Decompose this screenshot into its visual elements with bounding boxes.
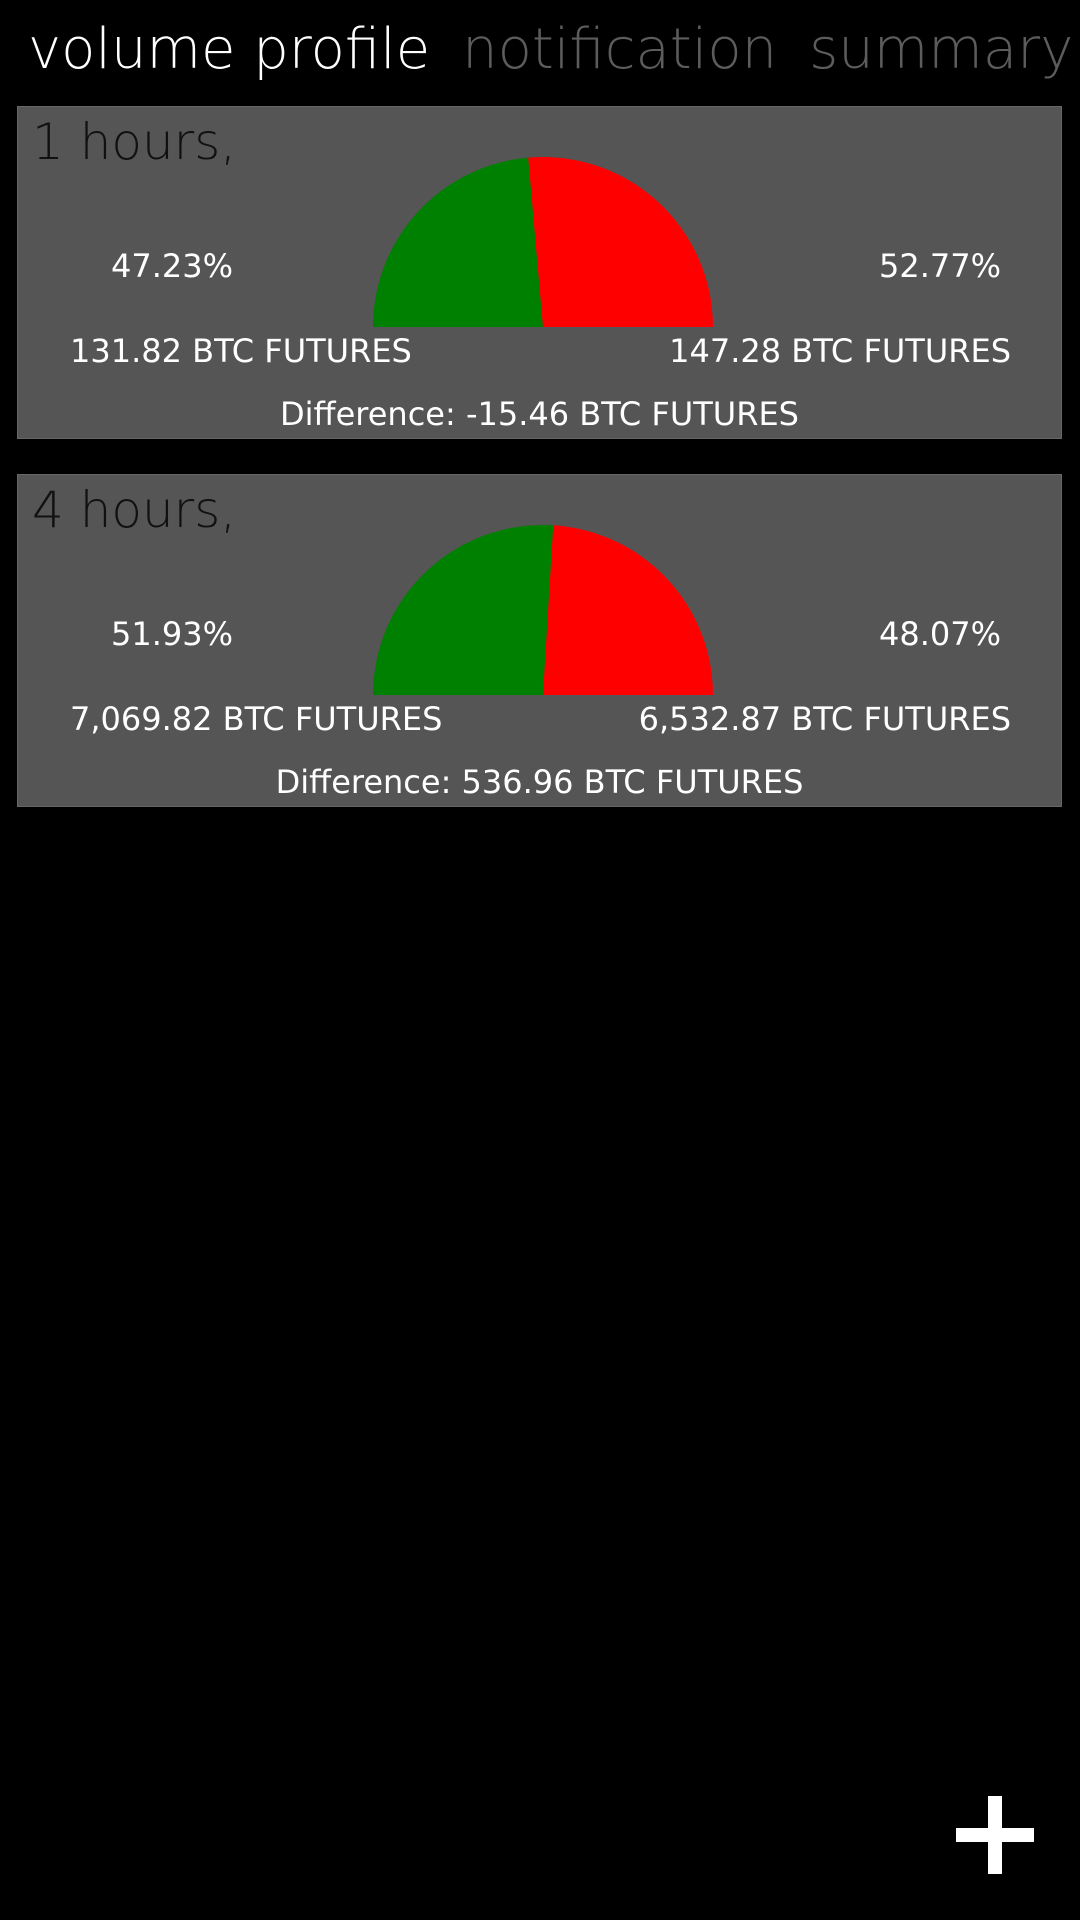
volume-gauge xyxy=(373,157,713,327)
card-title: 4 hours, xyxy=(32,481,237,539)
gauge-sell-slice xyxy=(543,525,713,695)
difference-label: Difference: -15.46 BTC FUTURES xyxy=(280,395,799,433)
difference-label: Difference: 536.96 BTC FUTURES xyxy=(275,763,804,801)
buy-volume: 7,069.82 BTC FUTURES xyxy=(70,700,443,738)
tab-summary[interactable]: summary xyxy=(809,17,1074,82)
add-button[interactable] xyxy=(950,1790,1040,1880)
volume-card-1h[interactable]: 1 hours, 47.23% 52.77% 131.82 BTC FUTURE… xyxy=(17,106,1062,439)
tab-volume-profile[interactable]: volume profile xyxy=(28,17,431,82)
gauge-buy-slice xyxy=(373,525,554,695)
card-title: 1 hours, xyxy=(32,113,237,171)
sell-volume: 147.28 BTC FUTURES xyxy=(669,332,1011,370)
gauge-buy-slice xyxy=(373,157,543,327)
buy-volume: 131.82 BTC FUTURES xyxy=(70,332,412,370)
sell-percent: 52.77% xyxy=(878,247,1001,285)
gauge-sell-slice xyxy=(528,157,713,327)
sell-percent: 48.07% xyxy=(878,615,1001,653)
buy-percent: 51.93% xyxy=(110,615,233,653)
pivot-header: volume profilenotificationsummaryde xyxy=(28,14,1080,86)
sell-volume: 6,532.87 BTC FUTURES xyxy=(638,700,1011,738)
volume-card-4h[interactable]: 4 hours, 51.93% 48.07% 7,069.82 BTC FUTU… xyxy=(17,474,1062,807)
tab-notification[interactable]: notification xyxy=(462,17,778,82)
plus-icon xyxy=(956,1796,1034,1874)
buy-percent: 47.23% xyxy=(110,247,233,285)
volume-gauge xyxy=(373,525,713,695)
